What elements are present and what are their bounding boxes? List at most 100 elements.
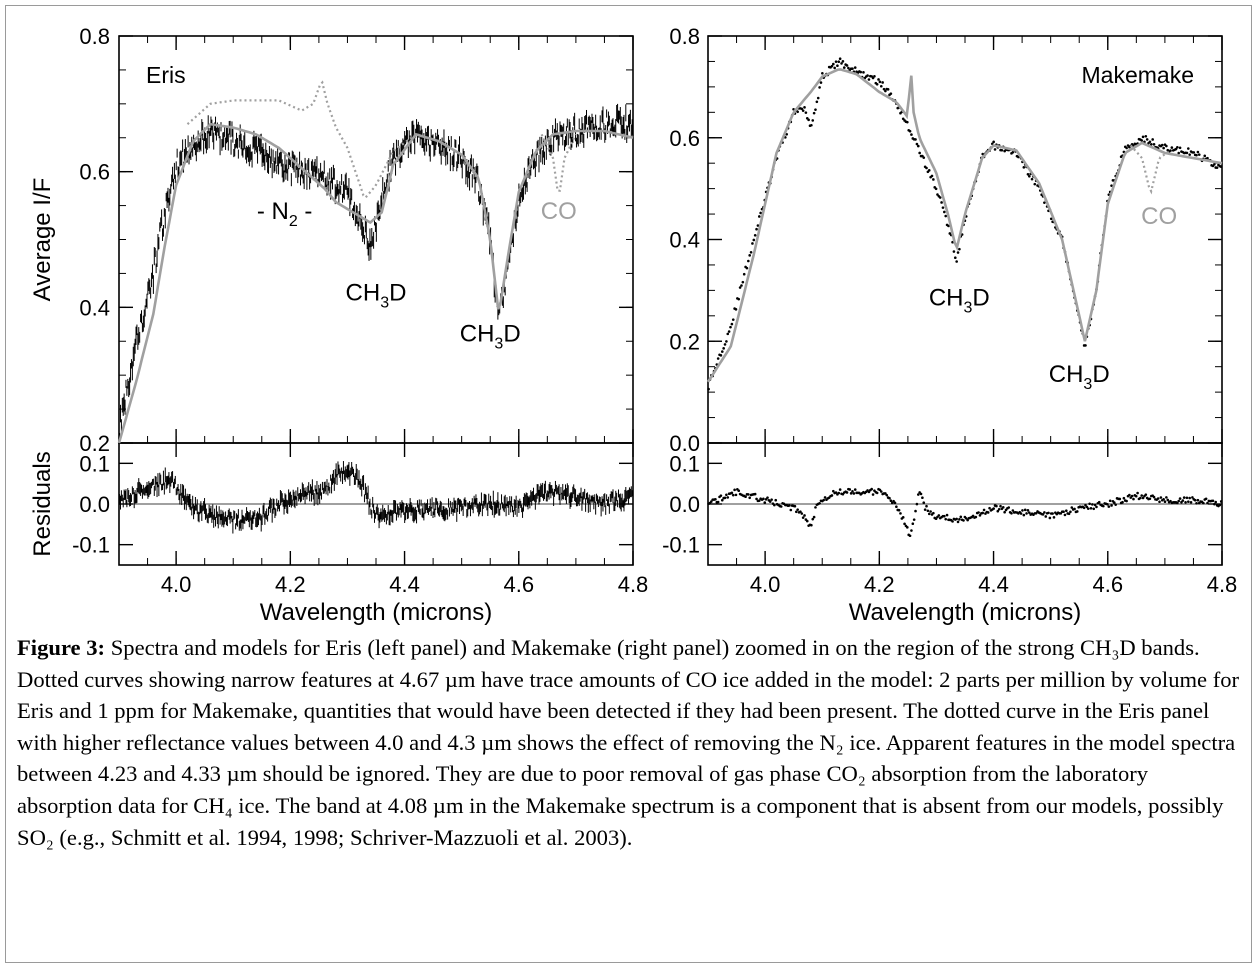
- residual-point: [1165, 496, 1168, 499]
- data-point: [941, 206, 945, 209]
- residual-point: [848, 488, 852, 491]
- residual-point: [1211, 499, 1215, 503]
- residual-point: [1063, 513, 1067, 517]
- residual-point: [1106, 503, 1109, 506]
- data-point: [1011, 150, 1015, 154]
- residual-point: [945, 513, 949, 517]
- residual-point: [1158, 500, 1161, 504]
- residual-point: [1114, 503, 1117, 506]
- residual-point: [730, 491, 734, 495]
- y-tick-label: 0.4: [79, 295, 110, 320]
- data-point: [1196, 150, 1200, 154]
- residual-point: [919, 492, 923, 496]
- data-point: [719, 354, 723, 357]
- data-point: [801, 109, 805, 112]
- data-point: [811, 119, 815, 122]
- data-point: [1195, 153, 1198, 157]
- data-point: [752, 238, 756, 242]
- data-point: [726, 332, 730, 336]
- data-point: [723, 343, 727, 346]
- data-point: [807, 118, 810, 122]
- residual-point: [1043, 511, 1046, 514]
- data-point: [1177, 151, 1181, 155]
- data-point: [810, 123, 813, 127]
- residual-point: [714, 497, 717, 501]
- residual-point: [1118, 497, 1122, 501]
- data-point: [1151, 138, 1154, 141]
- residual-point: [1051, 512, 1054, 515]
- data-point: [1152, 143, 1156, 146]
- residual-tick-label: -0.1: [72, 533, 110, 558]
- data-point: [1187, 147, 1190, 150]
- y-tick-label: 0.4: [669, 228, 700, 253]
- data-point: [725, 340, 728, 343]
- residual-point: [710, 500, 713, 503]
- residual-point: [788, 504, 791, 507]
- residual-point: [834, 491, 838, 494]
- data-point: [1026, 172, 1030, 176]
- residual-point: [1028, 511, 1031, 514]
- residual-point: [922, 501, 926, 504]
- residual-point: [753, 492, 757, 496]
- spectra-plot: - N2 - CH3D CH3D CO 4.0 4.2 4.4 4.6 4.8 0.2 0.4 0.6…: [29, 24, 1237, 626]
- data-point: [796, 110, 799, 114]
- data-point: [759, 211, 762, 215]
- residual-point: [944, 517, 947, 521]
- data-point: [875, 82, 879, 86]
- residual-point: [884, 492, 887, 495]
- residual-point: [755, 497, 758, 501]
- residual-point: [1086, 507, 1090, 510]
- residual-point: [716, 500, 720, 504]
- residual-point: [1130, 494, 1134, 498]
- data-point: [841, 60, 845, 63]
- data-point: [756, 224, 760, 227]
- annotation-label: - N2 -: [257, 198, 313, 230]
- residual-point: [1178, 497, 1182, 500]
- y-tick-label: 0.0: [669, 431, 700, 456]
- annotation-label: CH3D: [346, 280, 407, 312]
- residual-point: [1097, 500, 1101, 504]
- residual-point: [1089, 506, 1093, 510]
- residual-point: [1136, 491, 1139, 495]
- data-point: [1213, 163, 1216, 166]
- data-point: [1145, 138, 1149, 141]
- data-point: [753, 234, 757, 237]
- data-point: [879, 84, 883, 88]
- data-point: [1022, 166, 1026, 169]
- residual-point: [932, 511, 935, 515]
- data-point: [738, 286, 742, 289]
- residual-point: [1176, 501, 1179, 505]
- residual-point: [1026, 509, 1030, 512]
- residual-point: [1102, 504, 1105, 508]
- residual-point: [1070, 506, 1074, 509]
- series-residuals: [119, 461, 633, 534]
- residual-point: [853, 488, 857, 491]
- residual-point: [768, 500, 772, 503]
- residual-point: [805, 519, 809, 523]
- series-model: [117, 122, 634, 444]
- residual-point: [1185, 496, 1189, 500]
- residual-point: [1082, 506, 1086, 510]
- residual-point: [999, 504, 1002, 508]
- residual-point: [988, 506, 991, 510]
- residual-point: [995, 504, 998, 508]
- data-point: [1000, 148, 1004, 152]
- residual-point: [810, 523, 813, 527]
- data-point: [1148, 140, 1152, 144]
- residual-point: [914, 509, 917, 513]
- residual-point: [1177, 499, 1181, 503]
- residual-point: [978, 514, 982, 517]
- residual-point: [912, 518, 916, 521]
- residual-point: [1156, 497, 1160, 500]
- residual-point: [800, 512, 804, 515]
- residual-point: [733, 488, 736, 492]
- residual-point: [1188, 496, 1191, 500]
- data-point: [886, 88, 890, 91]
- data-point: [952, 250, 956, 253]
- residual-point: [1218, 503, 1222, 507]
- residual-point: [992, 507, 995, 510]
- data-point: [1178, 146, 1182, 150]
- residual-point: [720, 498, 724, 502]
- residual-point: [822, 498, 826, 502]
- annotation-label: CH3D: [460, 320, 521, 352]
